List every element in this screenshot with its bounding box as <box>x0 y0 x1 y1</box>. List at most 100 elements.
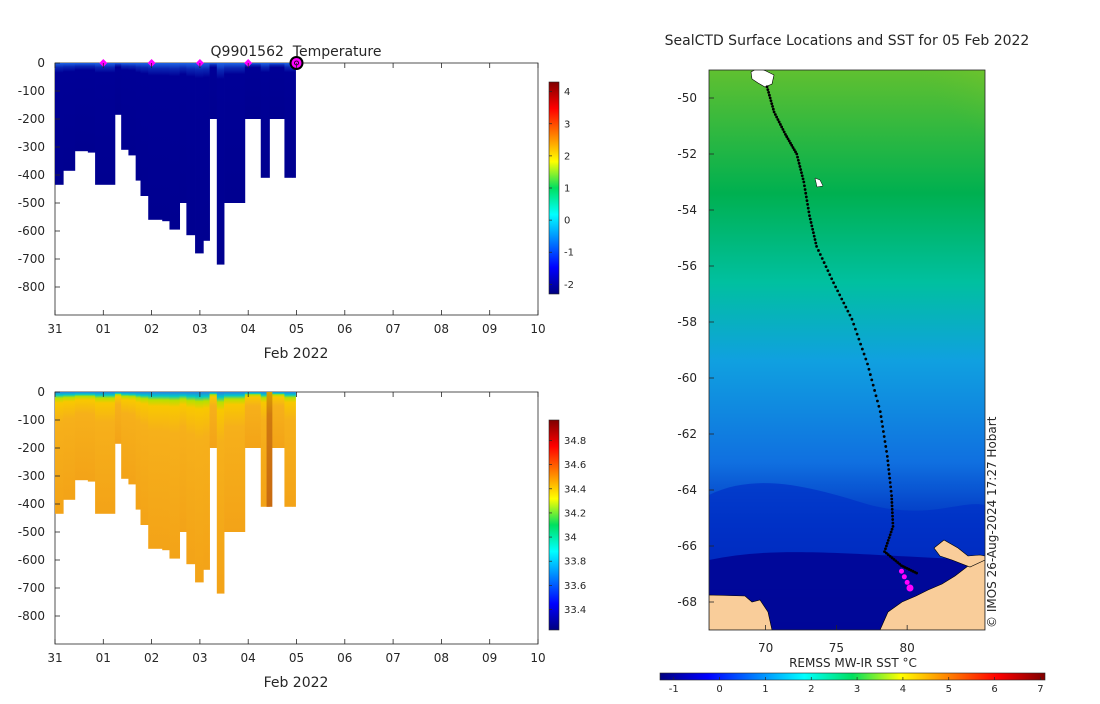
track-point <box>810 224 814 228</box>
lat-tick-label: -60 <box>677 371 697 385</box>
temperature-surface-markers <box>99 56 304 70</box>
x-tick-label: 31 <box>47 322 62 336</box>
x-tick-label: 09 <box>482 651 497 665</box>
track-point <box>915 571 918 575</box>
x-tick-label: 03 <box>192 651 207 665</box>
track-point <box>888 481 892 484</box>
track-point <box>884 544 888 548</box>
profile-column <box>114 392 122 444</box>
sst-colorbar <box>659 672 1046 681</box>
profile-column <box>121 63 129 150</box>
profile-column <box>148 392 163 549</box>
lat-tick-label: -66 <box>677 539 697 553</box>
warm-water-northeast <box>845 70 985 210</box>
track-point <box>815 245 818 248</box>
x-tick-label: 06 <box>337 651 352 665</box>
y-tick-label: -800 <box>18 280 45 294</box>
lon-tick-label: 75 <box>829 641 844 655</box>
track-point <box>826 269 830 273</box>
profile-column <box>121 392 129 479</box>
profile-column <box>195 63 204 254</box>
x-tick-label: 10 <box>530 651 545 665</box>
y-tick-label: -600 <box>18 553 45 567</box>
profile-column <box>186 63 196 236</box>
track-point <box>767 93 771 97</box>
profile-column <box>216 392 225 594</box>
track-point <box>772 110 776 114</box>
track-point <box>797 161 801 165</box>
track-point <box>854 327 857 331</box>
track-point <box>790 143 794 147</box>
sst-field <box>709 70 985 630</box>
salinity-anomaly-profile <box>266 392 273 507</box>
track-point <box>814 241 818 245</box>
track-point <box>770 102 774 105</box>
profile-column <box>269 63 285 119</box>
track-point <box>882 435 886 438</box>
colorbar-tick-label: 3 <box>564 119 570 130</box>
track-point <box>874 394 878 398</box>
track-point <box>852 322 856 326</box>
x-tick-label: 10 <box>530 322 545 336</box>
track-point <box>873 389 876 392</box>
track-point <box>887 472 891 476</box>
profile-column <box>95 63 116 185</box>
colorbar-tick-label: 0 <box>564 216 570 227</box>
track-point <box>884 551 888 555</box>
track-point <box>808 214 811 218</box>
track-point <box>789 141 792 145</box>
track-point <box>884 445 888 448</box>
track-point <box>896 561 900 564</box>
track-point <box>813 238 817 241</box>
recent-position-marker <box>906 584 914 592</box>
temperature-x-axis-title: Feb 2022 <box>264 346 329 362</box>
track-point <box>838 293 842 297</box>
lat-tick-label: -58 <box>677 315 697 329</box>
track-point <box>871 383 875 387</box>
temperature-x-axis: 31 01 02 03 04 05 06 07 08 09 10 <box>47 63 546 336</box>
track-point <box>834 285 837 289</box>
track-point <box>824 265 828 269</box>
y-tick-label: -300 <box>18 140 45 154</box>
colorbar-tick-label: 34.2 <box>564 508 586 519</box>
track-point <box>792 148 796 152</box>
x-tick-label: 04 <box>241 651 256 665</box>
track-point <box>888 476 892 480</box>
salinity-profiles <box>55 392 296 594</box>
track-point <box>840 297 844 301</box>
sst-colorbar-tick-label: 2 <box>808 684 814 695</box>
sst-colorbar-tick-label: 0 <box>716 684 722 695</box>
track-point <box>890 501 894 504</box>
profile-column <box>203 63 210 241</box>
x-tick-label: 08 <box>434 651 449 665</box>
track-point <box>891 514 894 518</box>
profile-column <box>244 392 262 448</box>
sst-map: SealCTD Surface Locations and SST for 05… <box>659 33 1046 695</box>
y-tick-label: -400 <box>18 497 45 511</box>
track-point <box>781 128 785 131</box>
y-tick-label: -300 <box>18 469 45 483</box>
colorbar-tick-label: -1 <box>564 248 574 259</box>
track-point <box>766 88 770 91</box>
track-point <box>857 337 861 341</box>
track-point <box>891 525 895 528</box>
x-tick-label: 02 <box>144 651 159 665</box>
profile-column <box>244 63 262 119</box>
track-point <box>884 547 887 551</box>
track-point <box>882 430 885 433</box>
kerguelen-island <box>750 70 775 88</box>
track-point <box>867 367 871 371</box>
track-point <box>866 362 869 366</box>
profile-column <box>55 63 64 185</box>
sst-colorbar-tick-label: 7 <box>1037 684 1043 695</box>
track-point <box>771 107 775 111</box>
lat-tick-label: -64 <box>677 483 697 497</box>
track-point <box>791 146 795 149</box>
x-tick-label: 31 <box>47 651 62 665</box>
profile-column <box>209 392 218 448</box>
y-tick-label: -500 <box>18 525 45 539</box>
track-point <box>830 277 834 281</box>
track-point <box>812 231 815 235</box>
track-point <box>780 125 784 129</box>
colorbar-tick-label: 33.4 <box>564 605 586 616</box>
